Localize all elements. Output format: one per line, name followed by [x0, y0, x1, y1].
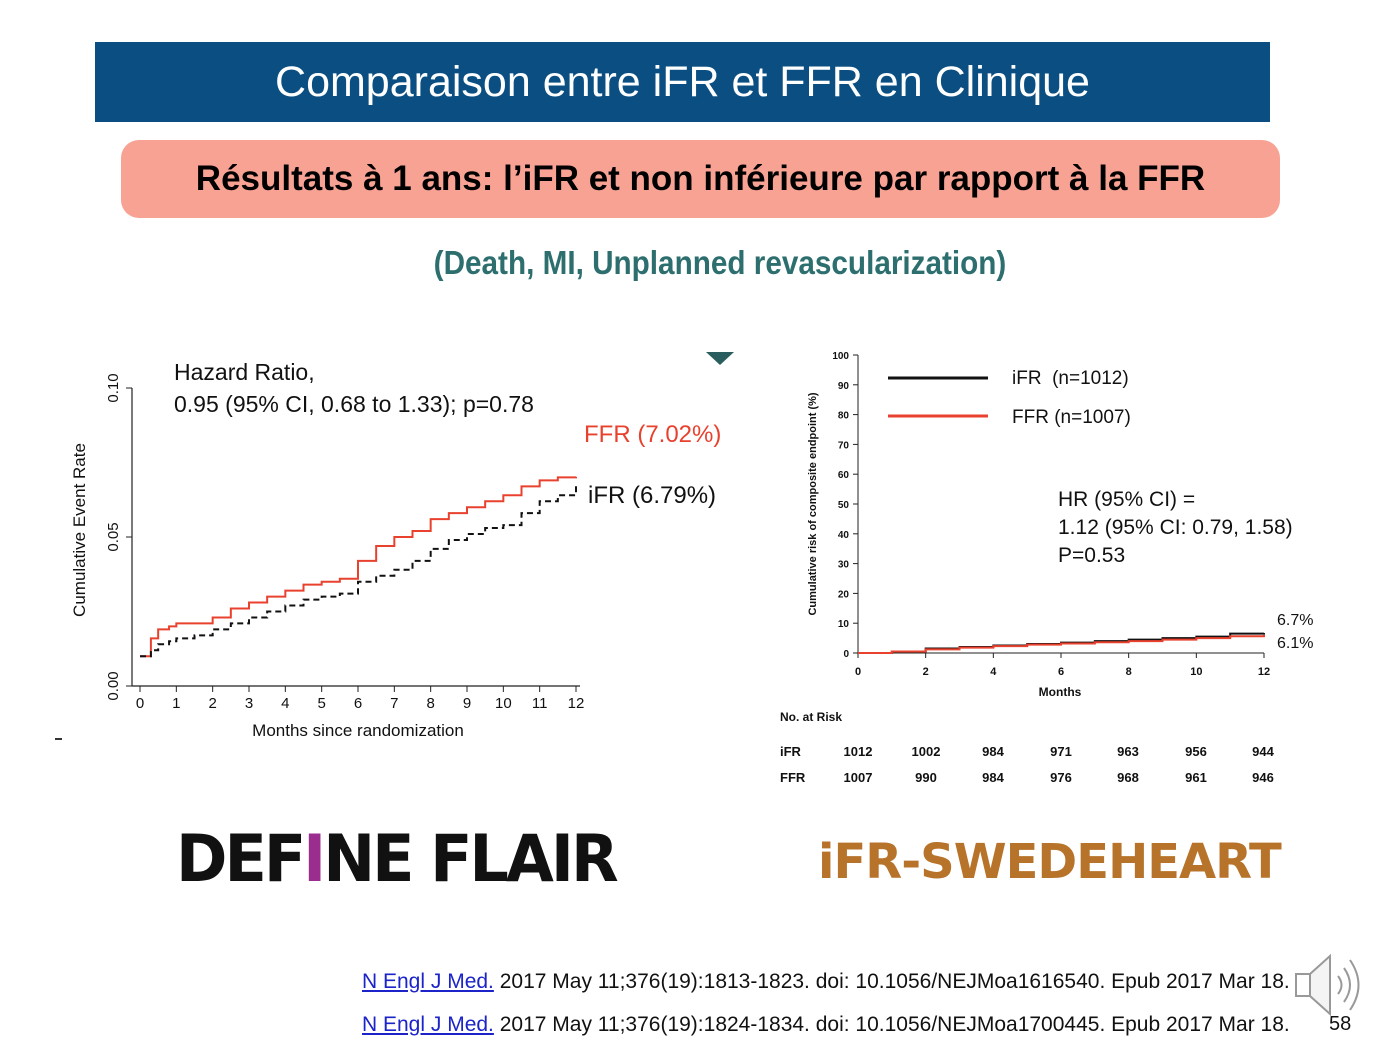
ifr-end-value: 6.7% — [1277, 612, 1313, 629]
x-tick-label: 8 — [1126, 666, 1132, 678]
x-tick-label: 4 — [281, 695, 289, 712]
risk-cell: 961 — [1185, 770, 1207, 785]
x-axis-label: Months since randomization — [252, 721, 464, 740]
risk-cell: 984 — [982, 744, 1004, 759]
y-tick-label: 90 — [838, 381, 850, 392]
y-axis-label: Cumulative risk of composite endpoint (%… — [807, 392, 819, 615]
x-tick-label: 4 — [990, 666, 997, 678]
y-axis-label: Cumulative Event Rate — [70, 443, 89, 617]
hr-line-3: P=0.53 — [1058, 544, 1125, 567]
risk-cell: 946 — [1252, 770, 1274, 785]
slide-subtitle: Résultats à 1 ans: l’iFR et non inférieu… — [121, 140, 1280, 218]
ffr-curve — [140, 476, 577, 658]
define-flair-chart: 0 1 2 3 4 5 6 7 8 9 10 11 120.000.050.10 Hazard Rati… — [70, 359, 721, 740]
y-tick-label: 80 — [838, 411, 850, 422]
x-tick-label: 1 — [172, 695, 180, 712]
risk-cell: 956 — [1185, 744, 1207, 759]
reference-2: N Engl J Med. 2017 May 11;376(19):1824-1… — [362, 1013, 1290, 1037]
x-tick-label: 9 — [463, 695, 471, 712]
x-tick-label: 11 — [532, 695, 548, 712]
risk-row-label: FFR — [780, 770, 806, 785]
endpoint-label: (Death, MI, Unplanned revascularization) — [433, 244, 1007, 281]
x-tick-label: 6 — [1058, 666, 1064, 678]
x-tick-label: 10 — [495, 695, 512, 712]
risk-cell: 976 — [1050, 770, 1072, 785]
reference-2-link[interactable]: N Engl J Med. — [362, 1013, 494, 1036]
risk-cell: 944 — [1252, 744, 1274, 759]
risk-row-label: iFR — [780, 744, 801, 759]
hazard-ratio-value: 0.95 (95% CI, 0.68 to 1.33); p=0.78 — [174, 391, 534, 417]
ifr-legend-label: iFR (n=1012) — [1012, 368, 1129, 389]
ffr-end-value: 6.1% — [1277, 635, 1313, 652]
risk-cell: 984 — [982, 770, 1004, 785]
slide-title: Comparaison entre iFR et FFR en Clinique — [95, 42, 1270, 122]
y-tick-label: 0.05 — [105, 522, 122, 551]
risk-cell: 1007 — [843, 770, 873, 785]
hr-line-2: 1.12 (95% CI: 0.79, 1.58) — [1058, 516, 1293, 539]
risk-cell: 963 — [1117, 744, 1139, 759]
ifr-legend-label: iFR (6.79%) — [588, 482, 716, 509]
define-flair-logo: DEFINE FLAIR — [176, 820, 619, 897]
y-tick-label: 0.10 — [105, 373, 122, 402]
x-tick-label: 2 — [208, 695, 216, 712]
x-axis-label: Months — [1039, 685, 1082, 699]
risk-table-title: No. at Risk — [780, 710, 843, 724]
dash-mark — [55, 738, 62, 740]
reference-1-link[interactable]: N Engl J Med. — [362, 970, 494, 993]
x-tick-label: 8 — [426, 695, 434, 712]
y-tick-label: 50 — [838, 500, 850, 511]
x-tick-label: 10 — [1190, 666, 1202, 678]
y-tick-label: 40 — [838, 530, 850, 541]
x-tick-label: 5 — [317, 695, 325, 712]
x-tick-label: 0 — [855, 666, 861, 678]
hazard-ratio-label: Hazard Ratio, — [174, 359, 315, 385]
risk-cell: 968 — [1117, 770, 1139, 785]
risk-cell: 1012 — [843, 744, 873, 759]
reference-2-text: 2017 May 11;376(19):1824-1834. doi: 10.1… — [493, 1013, 1290, 1036]
y-tick-label: 70 — [838, 440, 850, 451]
x-tick-label: 3 — [245, 695, 253, 712]
y-tick-label: 10 — [838, 619, 850, 630]
y-tick-label: 60 — [838, 470, 850, 481]
x-tick-label: 7 — [390, 695, 398, 712]
x-tick-label: 2 — [923, 666, 929, 678]
ffr-curve — [858, 634, 1265, 654]
swedeheart-chart: 0 2 4 6 8 10 12 0 10 20 30 40 50 60 70 80 90 100 iFR (n=1… — [807, 351, 1313, 699]
x-tick-label: 0 — [136, 695, 144, 712]
swedeheart-logo: iFR-SWEDEHEART — [818, 834, 1282, 890]
x-tick-label: 12 — [568, 695, 585, 712]
risk-cell: 1002 — [911, 744, 941, 759]
ifr-curve — [140, 483, 577, 658]
x-tick-label: 6 — [354, 695, 362, 712]
reference-1: N Engl J Med. 2017 May 11;376(19):1813-1… — [362, 970, 1290, 994]
page-number: 58 — [1329, 1013, 1352, 1035]
x-tick-label: 12 — [1258, 666, 1270, 678]
reference-1-text: 2017 May 11;376(19):1813-1823. doi: 10.1… — [493, 970, 1290, 993]
y-tick-label: 20 — [838, 589, 850, 600]
y-tick-label: 100 — [832, 351, 849, 362]
triangle-marker-icon — [706, 352, 734, 365]
ffr-legend-label: FFR (7.02%) — [584, 421, 721, 448]
hr-line-1: HR (95% CI) = — [1058, 488, 1195, 511]
y-tick-label: 30 — [838, 560, 850, 571]
y-tick-label: 0 — [843, 649, 849, 660]
risk-cell: 971 — [1050, 744, 1072, 759]
ffr-legend-label: FFR (n=1007) — [1012, 407, 1131, 428]
risk-cell: 990 — [915, 770, 937, 785]
y-tick-label: 0.00 — [105, 671, 122, 700]
speaker-icon[interactable] — [1292, 950, 1374, 1020]
